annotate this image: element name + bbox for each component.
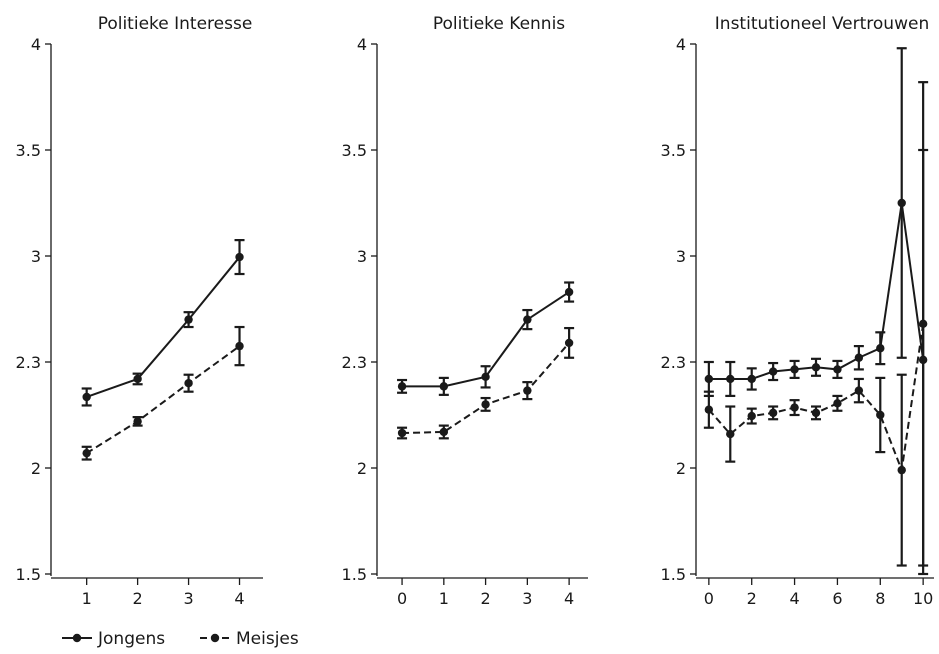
data-point: [397, 428, 407, 438]
panel-2: Politieke Kennis 1.5 2 2.3 3 3.5 4 0 1 2 3 4: [342, 14, 588, 608]
data-point: [768, 367, 778, 376]
data-point: [876, 344, 885, 353]
legend-label: Jongens: [97, 629, 165, 649]
series-meisjes: [703, 81, 929, 567]
series-jongens: [703, 47, 929, 576]
data-point: [876, 410, 885, 420]
x-tick-label: 4: [234, 589, 244, 608]
y-tick-label: 3.5: [16, 141, 41, 160]
data-point: [481, 400, 490, 409]
data-point: [726, 374, 735, 384]
y-tick-label: 1.5: [342, 565, 367, 584]
panel-title: Politieke Interesse: [98, 14, 253, 34]
x-tick-label: 1: [439, 589, 449, 608]
legend-swatch-marker: [210, 633, 220, 643]
data-point: [854, 353, 864, 362]
data-point: [235, 341, 244, 351]
data-point: [726, 429, 735, 439]
data-point: [133, 374, 142, 384]
data-point: [564, 338, 574, 348]
legend-item-1: Jongens: [62, 629, 165, 649]
series-jongens: [397, 281, 575, 396]
x-tick-label: 0: [704, 589, 714, 608]
data-point: [790, 365, 799, 374]
legend-label: Meisjes: [236, 629, 299, 649]
data-point: [82, 448, 91, 458]
series-line: [86, 256, 241, 398]
data-point: [439, 382, 449, 391]
y-tick-label: 3: [31, 247, 41, 266]
y-tick-label: 3.5: [342, 141, 367, 160]
y-tick-label: 1.5: [661, 565, 686, 584]
y-tick-label: 2: [676, 459, 686, 478]
legend-item-2: Meisjes: [200, 629, 299, 649]
data-point: [897, 465, 906, 475]
series-line: [708, 323, 925, 475]
data-point: [704, 374, 714, 384]
panel-title: Institutioneel Vertrouwen: [715, 14, 929, 34]
panel-3: Institutioneel Vertrouwen 1.5 2 2.3 3 3.5 4 0 2 4…: [661, 14, 934, 608]
y-tick-label: 4: [31, 35, 41, 54]
panel-title: Politieke Kennis: [433, 14, 565, 34]
y-tick-label: 3.5: [661, 141, 686, 160]
x-tick-label: 10: [913, 589, 933, 608]
data-point: [833, 399, 842, 408]
data-point: [747, 411, 756, 421]
x-tick-label: 0: [397, 589, 407, 608]
data-point: [82, 392, 91, 402]
data-point: [918, 319, 928, 329]
data-point: [481, 372, 490, 382]
data-point: [523, 315, 532, 324]
data-point: [704, 405, 714, 414]
data-point: [811, 408, 821, 418]
x-tick-label: 2: [133, 589, 143, 608]
x-tick-label: 1: [82, 589, 92, 608]
data-point: [790, 403, 799, 412]
x-tick-label: 2: [747, 589, 757, 608]
data-point: [235, 252, 244, 262]
data-point: [439, 427, 449, 437]
data-point: [768, 408, 778, 418]
y-tick-label: 2: [357, 459, 367, 478]
series-line: [86, 345, 241, 455]
data-point: [747, 374, 756, 384]
x-tick-label: 2: [480, 589, 490, 608]
data-point: [811, 363, 821, 372]
y-tick-label: 3: [676, 247, 686, 266]
y-tick-label: 2: [31, 459, 41, 478]
panel-1: Politieke Interesse 1.5 2 2.3 3 3.5 4 1 2 3 4: [16, 14, 263, 608]
legend: Jongens Meisjes: [62, 629, 299, 649]
x-tick-label: 3: [522, 589, 532, 608]
x-tick-label: 8: [875, 589, 885, 608]
series-meisjes: [397, 326, 575, 440]
y-tick-label: 2.3: [16, 353, 41, 372]
x-tick-label: 6: [832, 589, 842, 608]
data-point: [564, 287, 574, 297]
data-point: [854, 386, 864, 395]
data-point: [833, 365, 842, 374]
y-tick-label: 2.3: [342, 353, 367, 372]
y-tick-label: 3: [357, 247, 367, 266]
data-point: [397, 382, 407, 391]
data-point: [897, 198, 906, 208]
data-point: [184, 315, 193, 324]
y-tick-label: 4: [357, 35, 367, 54]
data-point: [523, 386, 532, 395]
y-tick-label: 4: [676, 35, 686, 54]
series-meisjes: [81, 325, 245, 461]
x-tick-label: 4: [564, 589, 574, 608]
series-jongens: [81, 239, 245, 407]
x-tick-label: 3: [183, 589, 193, 608]
data-point: [133, 417, 142, 426]
y-tick-label: 2.3: [661, 353, 686, 372]
series-line: [708, 202, 925, 380]
y-tick-label: 1.5: [16, 565, 41, 584]
x-tick-label: 4: [789, 589, 799, 608]
legend-swatch-marker: [72, 633, 82, 643]
data-point: [184, 379, 193, 388]
